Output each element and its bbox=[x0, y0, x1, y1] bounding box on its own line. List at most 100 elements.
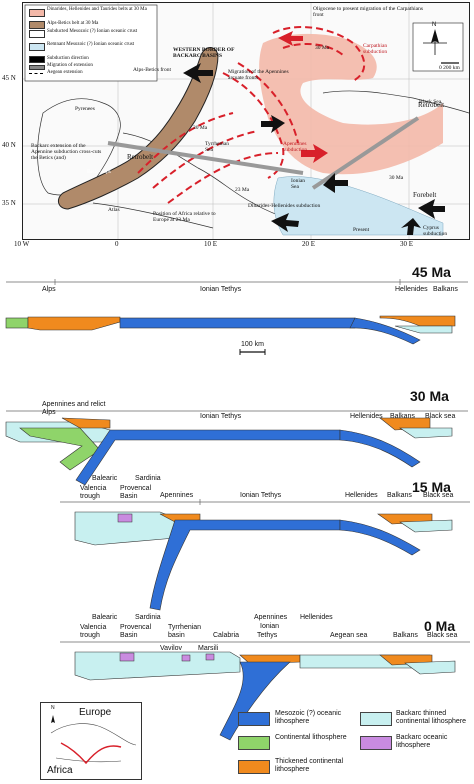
map-label-30ma-c: 30 Ma bbox=[389, 175, 404, 181]
legend-label: Mesozoic (?) oceanic lithosphere bbox=[275, 710, 342, 725]
map-label-ionian: Ionian Sea bbox=[291, 178, 306, 190]
map-legend-label: Remnant Mesozoic (?) Ionian oceanic crus… bbox=[47, 42, 135, 47]
map-legend-swatch bbox=[29, 9, 45, 17]
section-label: Balkans bbox=[433, 286, 458, 293]
lon-label: 0 bbox=[115, 240, 119, 248]
section-label: Hellenides bbox=[350, 413, 383, 420]
map-frame: Dinarides, Hellenides and Taurides belts… bbox=[22, 2, 470, 240]
map-north-label: N bbox=[432, 22, 437, 28]
section-label: Balearic bbox=[92, 475, 118, 482]
map-label-30ma: 30 Ma bbox=[315, 45, 330, 51]
legend-label: Continental lithosphere bbox=[275, 734, 347, 741]
map-legend-swatch bbox=[29, 65, 45, 70]
subduction-arrow-icon bbox=[183, 63, 213, 83]
legend-label: Backarc thinned continental lithosphere bbox=[396, 710, 467, 725]
section-label: Balkans bbox=[393, 632, 418, 639]
map-label-position-africa: Position of Africa relative to Europe at… bbox=[153, 211, 216, 223]
section-label: Sardinia bbox=[135, 614, 161, 621]
lon-label: 10 W bbox=[14, 240, 30, 248]
map-label-oligocene: Oligocene to present migration of the Ca… bbox=[313, 6, 423, 18]
lon-label: 10 E bbox=[204, 240, 218, 248]
inset-label-europe: Europe bbox=[79, 707, 112, 718]
map-legend-swatch bbox=[29, 73, 43, 74]
section-label: Ionian Tethys bbox=[240, 492, 282, 499]
section-label: Aegean sea bbox=[330, 632, 368, 639]
inset-map-canvas bbox=[50, 715, 137, 765]
section-label: Ionian Tethys bbox=[200, 286, 242, 293]
map-label-black-sea: Black Sea bbox=[419, 99, 442, 105]
map-label-apennines-subduction: Apennines subduction bbox=[283, 141, 308, 153]
lat-label: 35 N bbox=[2, 199, 16, 207]
section-label: Apennines bbox=[254, 614, 288, 621]
section-label: Hellenides bbox=[300, 614, 333, 621]
section-label: Tethys bbox=[257, 632, 278, 639]
section-label: Black sea bbox=[427, 632, 458, 639]
map-label-cyprus: Cyprus subduction bbox=[423, 225, 448, 237]
map-legend-label: Subducted Mesozoic (?) Ionian oceanic cr… bbox=[47, 29, 138, 34]
section-label: Apennines and relict Alps bbox=[42, 401, 106, 416]
map-legend-label: Subduction direction bbox=[47, 56, 89, 61]
section-label: Calabria bbox=[213, 632, 240, 639]
section-label: Tyrrhenian basin bbox=[168, 624, 202, 639]
inset-north-arrow-icon bbox=[51, 715, 55, 723]
map-legend-label: Dinarides, Hellenides and Taurides belts… bbox=[47, 7, 147, 12]
section-label: Sardinia bbox=[135, 475, 161, 482]
map-label-dinarides-subduction: Dinarides-Hellenides subduction bbox=[248, 203, 321, 209]
map-label-pyrenees: Pyrenees bbox=[75, 106, 95, 112]
map-label-tyrrhenian: Tyrrhenian Sea bbox=[205, 141, 230, 153]
lon-label: 20 E bbox=[302, 240, 316, 248]
section-label: Balkans bbox=[387, 492, 412, 499]
map-label-carpathian: Carpathian subduction bbox=[363, 43, 388, 55]
section-label: Black sea bbox=[423, 492, 454, 499]
inset-label-africa: Africa bbox=[47, 765, 73, 776]
legend-label: Thickened continental lithosphere bbox=[275, 758, 344, 773]
legend-swatch bbox=[238, 736, 270, 750]
map-label-23ma: 23 Ma bbox=[235, 187, 250, 193]
section-label: Marsili bbox=[198, 645, 219, 652]
map-legend-swatch bbox=[29, 21, 45, 29]
section-label: Hellenides bbox=[345, 492, 378, 499]
map-label-alps-betics-front: Alps-Betics front bbox=[133, 67, 172, 73]
legend-swatch bbox=[238, 712, 270, 726]
section-title-30ma: 30 Ma bbox=[410, 388, 449, 404]
section-title-45ma: 45 Ma bbox=[412, 264, 451, 280]
section-label: Balearic bbox=[92, 614, 118, 621]
legend-swatch bbox=[360, 736, 392, 750]
map-legend-swatch bbox=[29, 43, 45, 51]
lat-label: 45 N bbox=[2, 74, 16, 82]
section-label: Apennines bbox=[160, 492, 194, 499]
map-label-retrobelt-west: Retrobelt bbox=[127, 153, 154, 161]
inset-map: N Europe Africa bbox=[40, 702, 142, 780]
section-title-0ma: 0 Ma bbox=[424, 618, 456, 634]
section-label: Ionian bbox=[260, 623, 280, 630]
map-label-30ma-b: 30 Ma bbox=[193, 125, 208, 131]
section-label: Vavilov bbox=[160, 645, 183, 652]
map-legend-label: Migration of extension bbox=[47, 63, 93, 68]
map-legend-label: Aegean extension bbox=[47, 70, 83, 75]
section-label: Ionian Tethys bbox=[200, 413, 242, 420]
section-label: Alps bbox=[42, 286, 56, 293]
section-title-15ma: 15 Ma bbox=[412, 479, 451, 495]
section-label: Black sea bbox=[425, 413, 456, 420]
map-label-migration-apennines: Migration of the Apennines arcuate front… bbox=[228, 69, 289, 81]
lon-label: 30 E bbox=[400, 240, 414, 248]
map-label-forebelt: Forebelt bbox=[413, 191, 437, 199]
legend-label: Backarc oceanic lithosphere bbox=[396, 734, 448, 749]
map-canvas bbox=[23, 3, 469, 239]
section-label: Valencia trough bbox=[80, 624, 107, 639]
map-label-backarc-extension: Backarc extension of the Apennine subduc… bbox=[31, 143, 102, 161]
map-label-atlas: Atlas bbox=[108, 207, 120, 213]
section-label: Hellenides bbox=[395, 286, 428, 293]
legend-swatch bbox=[360, 712, 392, 726]
inset-north-label: N bbox=[51, 705, 55, 711]
section-label: Valencia trough bbox=[80, 485, 107, 500]
scale-bar-label: 100 km bbox=[241, 341, 264, 348]
section-label: Balkans bbox=[390, 413, 415, 420]
map-legend-label: Alps-Betics belt at 30 Ma bbox=[47, 21, 99, 26]
section-label: Provencal Basin bbox=[120, 624, 152, 639]
map-label-western-border: WESTERN BORDER OF BACKARC BASINS bbox=[173, 47, 235, 59]
map-legend-swatch bbox=[29, 30, 45, 38]
map-label-retrobelt-east: Retrobelt bbox=[418, 101, 445, 109]
map-label-present: Present bbox=[353, 227, 370, 233]
